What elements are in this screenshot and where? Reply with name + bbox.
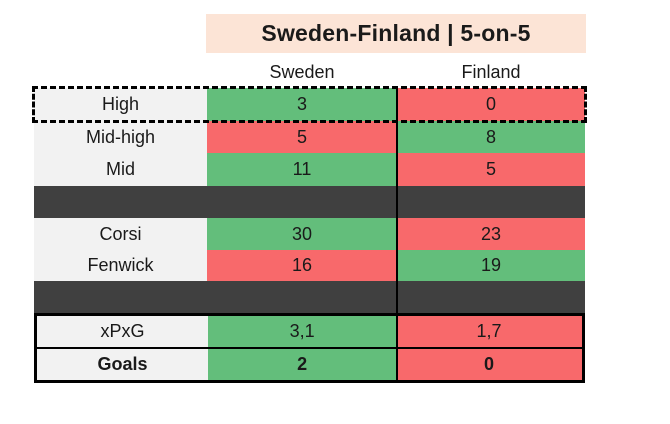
cell-fenwick-finland: 19 xyxy=(397,250,585,281)
stats-table: High 3 0 Mid-high 5 8 Mid 11 5 Corsi 30 … xyxy=(32,86,587,383)
cell-xpxg-finland: 1,7 xyxy=(396,316,582,347)
cell-mid-high-finland: 8 xyxy=(397,121,585,153)
separator-bar-bottom xyxy=(34,281,585,313)
cell-goals-finland: 0 xyxy=(396,349,582,380)
row-label-xpxg: xPxG xyxy=(37,316,209,347)
table-row-high: High 3 0 xyxy=(32,86,587,123)
table-title: Sweden-Finland | 5-on-5 xyxy=(261,20,531,46)
cell-high-finland: 0 xyxy=(397,88,585,121)
cell-high-sweden: 3 xyxy=(207,88,397,121)
cell-fenwick-sweden: 16 xyxy=(207,250,397,281)
table-row-mid: Mid 11 5 xyxy=(34,153,585,186)
totals-block: xPxG 3,1 1,7 Goals 2 0 xyxy=(34,313,585,383)
row-label-high: High xyxy=(34,88,207,121)
cell-mid-sweden: 11 xyxy=(207,153,397,186)
row-label-goals: Goals xyxy=(37,349,209,380)
cell-corsi-sweden: 30 xyxy=(207,218,397,250)
table-title-bar: Sweden-Finland | 5-on-5 xyxy=(206,14,586,53)
cell-xpxg-sweden: 3,1 xyxy=(208,316,397,347)
row-label-mid: Mid xyxy=(34,153,207,186)
table-row-goals: Goals 2 0 xyxy=(37,349,582,380)
table-row-xpxg: xPxG 3,1 1,7 xyxy=(37,316,582,349)
table-row-mid-high: Mid-high 5 8 xyxy=(34,121,585,153)
cell-corsi-finland: 23 xyxy=(397,218,585,250)
row-label-mid-high: Mid-high xyxy=(34,121,207,153)
cell-mid-high-sweden: 5 xyxy=(207,121,397,153)
column-header-finland: Finland xyxy=(461,61,521,82)
separator-bar-top xyxy=(34,186,585,218)
row-label-fenwick: Fenwick xyxy=(34,250,207,281)
row-label-corsi: Corsi xyxy=(34,218,207,250)
cell-goals-sweden: 2 xyxy=(208,349,397,380)
column-header-sweden: Sweden xyxy=(269,61,335,82)
cell-mid-finland: 5 xyxy=(397,153,585,186)
table-row-corsi: Corsi 30 23 xyxy=(34,218,585,250)
table-row-fenwick: Fenwick 16 19 xyxy=(34,250,585,281)
